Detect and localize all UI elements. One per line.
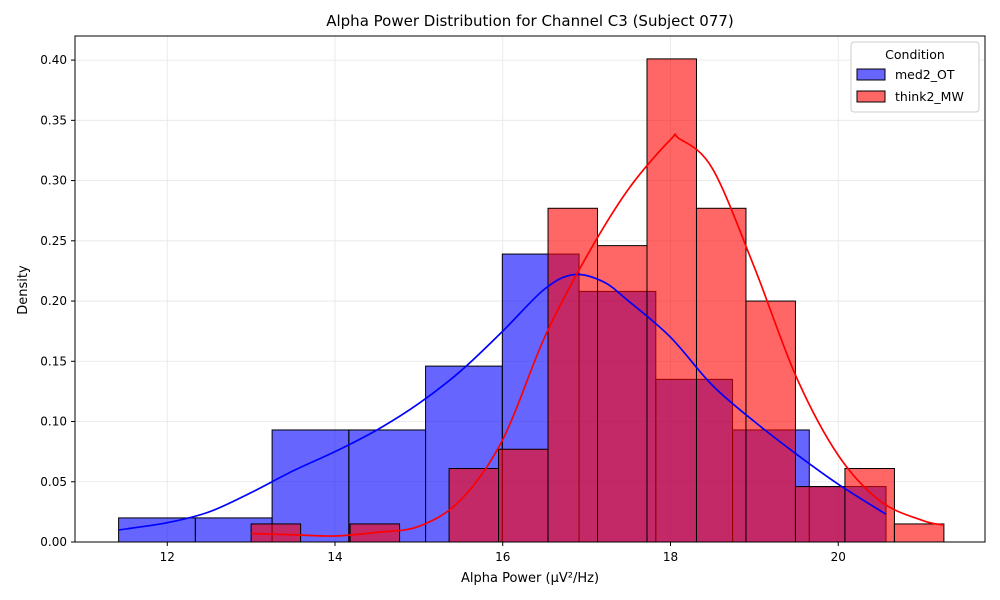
x-axis-ticks: 12 14 16 18 20 [160, 542, 846, 564]
plot-frame [74, 35, 986, 543]
bar-med2_OT [271, 429, 350, 543]
bar-think2_MW [448, 468, 500, 543]
bar-think2_MW [695, 207, 747, 543]
y-tick-label: 0.25 [40, 234, 67, 248]
y-axis-ticks: 0.00 0.05 0.10 0.15 0.20 0.25 0.30 0.35 0.40 [40, 53, 75, 549]
kde-curves [118, 133, 945, 537]
x-tick-label: 20 [831, 550, 846, 564]
y-tick-label: 0.20 [40, 294, 67, 308]
y-tick-label: 0.00 [40, 535, 67, 549]
kde-line-med2_OT [118, 273, 887, 531]
bar-think2_MW [597, 245, 648, 543]
bar-think2_MW [646, 58, 697, 543]
x-tick-label: 18 [663, 550, 678, 564]
y-tick-label: 0.30 [40, 174, 67, 188]
bar-med2_OT [118, 517, 196, 543]
legend: Condition med2_OT think2_MW [850, 41, 980, 113]
y-tick-label: 0.40 [40, 53, 67, 67]
y-tick-label: 0.05 [40, 475, 67, 489]
legend-label-think2-mw: think2_MW [895, 89, 964, 104]
x-tick-label: 16 [495, 550, 510, 564]
bar-think2_MW [794, 486, 846, 543]
y-tick-label: 0.10 [40, 415, 67, 429]
x-tick-label: 12 [160, 550, 175, 564]
y-tick-label: 0.15 [40, 354, 67, 368]
bar-think2_MW [498, 448, 549, 543]
kde-line-think2_MW [251, 133, 945, 537]
legend-swatch-think2-mw [856, 90, 886, 103]
legend-title: Condition [885, 47, 945, 62]
x-axis-label: Alpha Power (µV²/Hz) [461, 571, 599, 586]
bar-think2_MW [893, 523, 945, 543]
legend-swatch-med2-ot [856, 68, 886, 81]
bar-think2_MW [547, 207, 599, 543]
legend-label-med2-ot: med2_OT [895, 67, 955, 82]
x-tick-label: 14 [327, 550, 342, 564]
series-think2_MW-bars [250, 58, 945, 543]
y-axis-label: Density [16, 265, 31, 315]
y-tick-label: 0.35 [40, 113, 67, 127]
histogram-bars [118, 58, 945, 543]
chart-title: Alpha Power Distribution for Channel C3 … [326, 12, 734, 30]
